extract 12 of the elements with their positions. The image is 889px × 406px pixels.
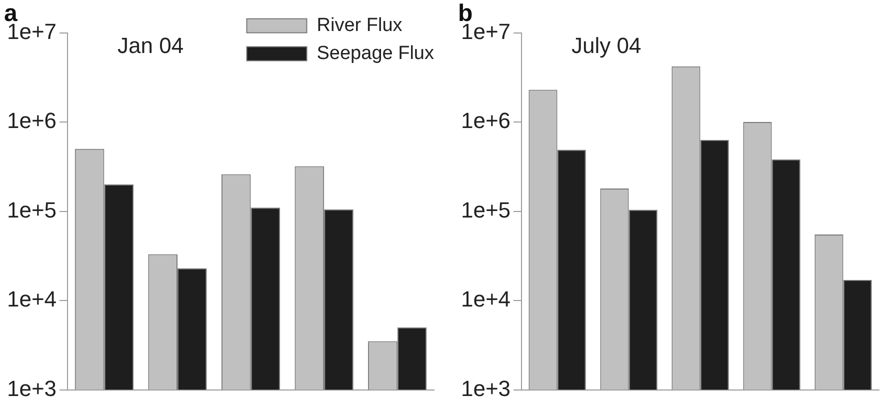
y-tick-label: 1e+3 (460, 376, 511, 401)
annotation: Jan 04 (118, 32, 184, 58)
y-tick-label: 1e+6 (460, 108, 511, 134)
y-tick-label: 1e+4 (460, 286, 511, 312)
y-tick-label: 1e+5 (6, 197, 57, 222)
y-tick-label: 1e+4 (6, 286, 57, 312)
y-tick-label: 1e+6 (6, 108, 57, 134)
annotation: July 04 (572, 32, 642, 58)
y-tick-label: 1e+5 (460, 197, 511, 222)
legend-label: Seepage Flux (316, 43, 434, 64)
legend-label: River Flux (316, 15, 403, 36)
y-tick-label: 1e+3 (6, 376, 57, 401)
